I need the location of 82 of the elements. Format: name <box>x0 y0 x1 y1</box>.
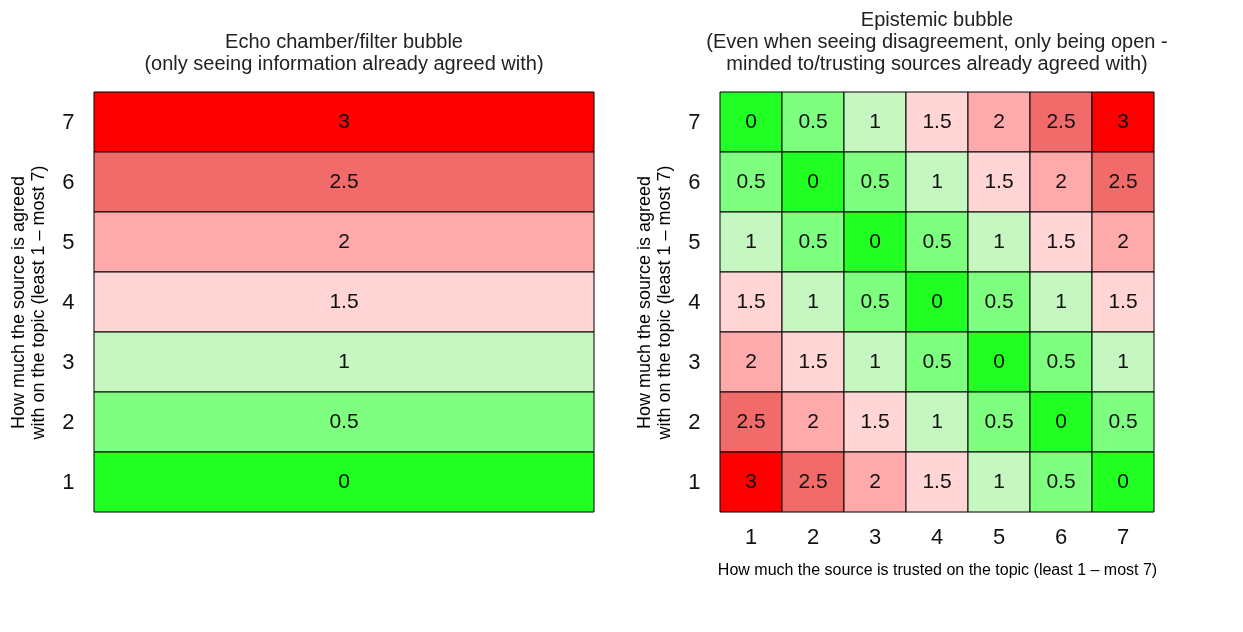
data-label: 0.5 <box>984 289 1014 312</box>
data-label: 2 <box>1055 169 1067 192</box>
data-label: 3 <box>745 469 757 492</box>
data-label: 1.5 <box>798 349 828 372</box>
data-label: 2 <box>338 229 350 252</box>
data-label: 0.5 <box>860 169 890 192</box>
y-tick-label: 4 <box>688 289 701 314</box>
data-label: 1.5 <box>1046 229 1076 252</box>
y-tick-label: 3 <box>688 349 701 374</box>
x-axis-title: How much the source is trusted on the topic (least 1 – most 7) <box>717 560 1158 578</box>
x-tick-label: 1 <box>744 523 758 549</box>
data-label: 1.5 <box>922 469 952 492</box>
x-tick-label: 6 <box>1054 523 1068 549</box>
x-tick-label: 7 <box>1116 523 1130 549</box>
data-label: 2.5 <box>329 169 359 192</box>
y-axis-title: How much the source is agreed with on the topic (least 1 – most 7) <box>634 165 675 441</box>
data-label: 0.5 <box>329 409 359 432</box>
data-label: 2.5 <box>1046 109 1076 132</box>
chart-title: Echo chamber/filter bubble (only seeing information already agreed with) <box>144 29 544 74</box>
data-label: 1 <box>869 349 881 372</box>
data-label: 1 <box>745 229 757 252</box>
data-label: 2 <box>993 109 1005 132</box>
data-label: 2.5 <box>1108 169 1138 192</box>
x-tick-label: 2 <box>806 523 820 549</box>
data-label: 0 <box>745 109 757 132</box>
y-tick-label: 2 <box>688 409 701 434</box>
y-tick-label: 6 <box>688 169 701 194</box>
data-label: 0 <box>931 289 943 312</box>
data-label: 2.5 <box>736 409 766 432</box>
data-label: 0 <box>993 349 1005 372</box>
data-label: 1.5 <box>329 289 359 312</box>
y-tick-label: 1 <box>62 469 75 494</box>
data-label: 0.5 <box>860 289 890 312</box>
data-label: 2 <box>869 469 881 492</box>
data-label: 1 <box>869 109 881 132</box>
data-label: 0.5 <box>1108 409 1138 432</box>
data-label: 1 <box>993 229 1005 252</box>
data-label: 0.5 <box>798 229 828 252</box>
x-tick-label: 5 <box>992 523 1006 549</box>
data-label: 0 <box>1117 469 1129 492</box>
x-tick-label: 4 <box>930 523 944 549</box>
data-label: 0.5 <box>922 349 952 372</box>
y-tick-label: 7 <box>688 109 701 134</box>
data-label: 0.5 <box>1046 349 1076 372</box>
data-label: 1 <box>338 349 350 372</box>
y-tick-label: 5 <box>62 229 75 254</box>
data-label: 0.5 <box>736 169 766 192</box>
data-label: 1 <box>931 409 943 432</box>
y-tick-label: 3 <box>62 349 75 374</box>
data-label: 0.5 <box>1046 469 1076 492</box>
data-label: 1 <box>1055 289 1067 312</box>
y-tick-label: 5 <box>688 229 701 254</box>
y-tick-label: 1 <box>688 469 701 494</box>
data-label: 0 <box>869 229 881 252</box>
data-label: 1 <box>807 289 819 312</box>
data-label: 1.5 <box>922 109 952 132</box>
data-label: 0 <box>1055 409 1067 432</box>
x-tick-label: 3 <box>868 523 882 549</box>
y-tick-label: 6 <box>62 169 75 194</box>
y-axis-title: How much the source is agreed with on the topic (least 1 – most 7) <box>8 165 49 441</box>
data-label: 2 <box>1117 229 1129 252</box>
data-label: 2.5 <box>798 469 828 492</box>
data-label: 0 <box>807 169 819 192</box>
data-label: 1.5 <box>736 289 766 312</box>
data-label: 0.5 <box>922 229 952 252</box>
chart-title: Epistemic bubble (Even when seeing disagreement, only being open - minded to/trusting sources already agreed with) <box>706 7 1168 74</box>
data-label: 0.5 <box>798 109 828 132</box>
data-label: 1.5 <box>1108 289 1138 312</box>
data-label: 2 <box>745 349 757 372</box>
y-tick-label: 2 <box>62 409 75 434</box>
data-label: 0.5 <box>984 409 1014 432</box>
data-label: 1 <box>931 169 943 192</box>
data-label: 0 <box>338 469 350 492</box>
data-label: 2 <box>807 409 819 432</box>
data-label: 3 <box>338 109 350 132</box>
data-label: 1.5 <box>984 169 1014 192</box>
data-label: 1 <box>1117 349 1129 372</box>
data-label: 1 <box>993 469 1005 492</box>
data-label: 1.5 <box>860 409 890 432</box>
data-label: 3 <box>1117 109 1129 132</box>
y-tick-label: 7 <box>62 109 75 134</box>
y-tick-label: 4 <box>62 289 75 314</box>
